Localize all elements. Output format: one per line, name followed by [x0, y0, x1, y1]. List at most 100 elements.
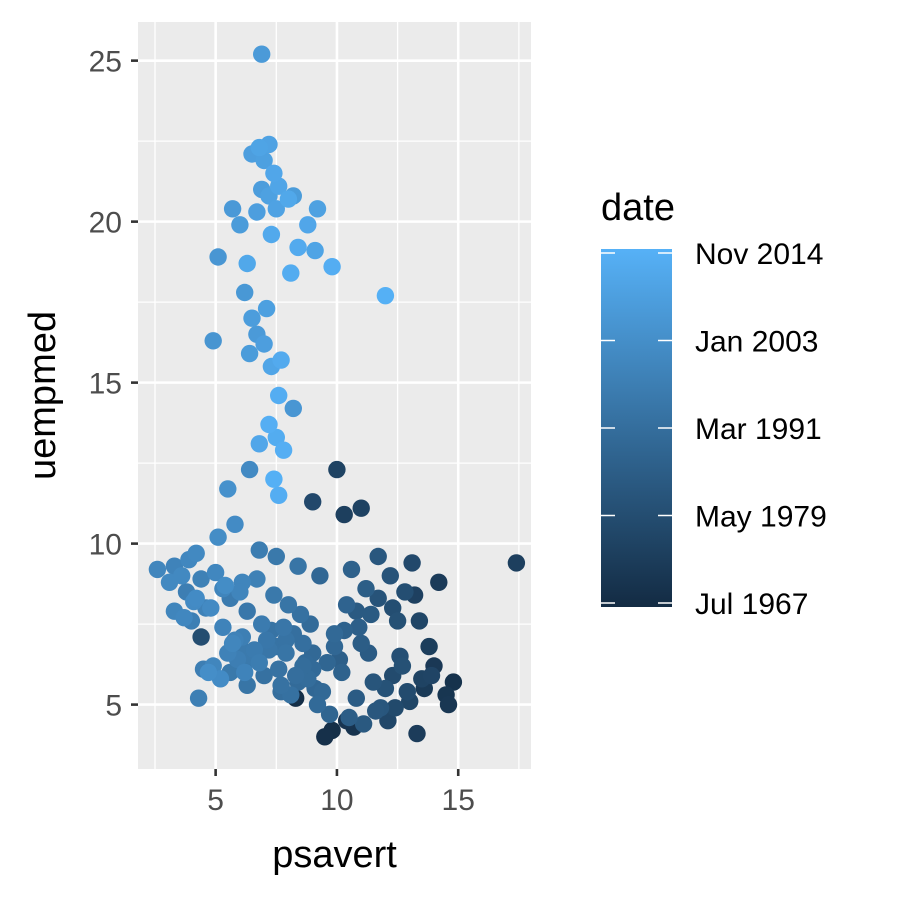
data-point	[223, 634, 242, 653]
data-points	[148, 45, 526, 746]
data-point	[335, 505, 353, 524]
data-point	[270, 660, 288, 678]
data-point	[270, 386, 288, 405]
data-point	[253, 615, 271, 633]
data-point	[311, 567, 329, 585]
data-point	[376, 287, 395, 305]
data-point	[444, 673, 463, 691]
y-axis-title: uempmed	[22, 311, 64, 480]
data-point	[393, 657, 412, 675]
colorbar-label: Jul 1967	[695, 588, 808, 621]
data-point	[267, 200, 285, 218]
data-point	[204, 332, 222, 350]
data-point	[306, 241, 324, 260]
data-point	[274, 441, 293, 459]
data-point	[277, 631, 295, 649]
data-point	[422, 666, 441, 685]
data-point	[238, 254, 256, 273]
data-point	[328, 460, 346, 479]
colorbar-label: Mar 1991	[695, 413, 822, 446]
y-tick-label: 20	[89, 207, 122, 240]
data-point	[240, 344, 259, 363]
data-point	[209, 248, 227, 266]
y-tick-label: 5	[105, 690, 122, 723]
data-point	[333, 663, 351, 682]
data-point	[304, 493, 322, 511]
data-point	[199, 663, 218, 682]
data-point	[238, 602, 256, 620]
data-point	[279, 190, 298, 208]
data-point	[408, 724, 426, 743]
x-tick-label: 10	[320, 784, 353, 817]
data-point	[272, 676, 290, 694]
data-point	[291, 605, 310, 624]
data-point	[216, 576, 234, 595]
data-point	[430, 573, 448, 591]
colorbar-label: May 1979	[695, 501, 827, 534]
data-point	[420, 637, 438, 656]
data-point	[325, 625, 344, 643]
colorbar-labels: Nov 2014 Jan 2003 Mar 1991 May 1979 Jul 1967	[695, 238, 827, 621]
data-point	[257, 631, 276, 649]
data-point	[320, 705, 339, 723]
data-point	[257, 299, 276, 318]
data-point	[325, 637, 344, 656]
data-point	[270, 486, 288, 504]
data-point	[250, 138, 268, 157]
data-point	[342, 560, 361, 579]
data-point	[265, 586, 283, 604]
data-point	[173, 567, 191, 585]
data-point	[287, 666, 305, 685]
data-point	[396, 583, 414, 601]
y-tick-label: 25	[89, 46, 122, 79]
data-point	[364, 673, 382, 691]
data-point	[223, 200, 242, 218]
data-point	[236, 283, 254, 302]
data-point	[289, 238, 307, 257]
data-point	[250, 654, 268, 672]
data-point	[410, 612, 429, 630]
x-tick-label: 15	[442, 784, 475, 817]
data-point	[209, 528, 227, 546]
data-point	[352, 634, 370, 653]
data-point	[265, 164, 283, 182]
data-point	[369, 589, 387, 607]
data-point	[367, 702, 385, 720]
data-point	[299, 216, 317, 234]
data-point	[379, 712, 397, 730]
data-point	[337, 596, 356, 614]
data-point	[318, 654, 336, 672]
data-point	[279, 596, 298, 614]
data-point	[352, 499, 370, 517]
y-tick-label: 15	[89, 368, 122, 401]
data-point	[277, 644, 295, 662]
x-tick-label: 5	[207, 784, 224, 817]
data-point	[240, 460, 259, 479]
data-point	[381, 567, 399, 585]
color-legend: date Nov 2014 Jan 2003 Mar 1991 May 1979 Jul…	[601, 187, 827, 621]
data-point	[187, 589, 205, 607]
y-axis: 5 10 15 20 25	[89, 46, 138, 723]
data-point	[231, 583, 249, 601]
data-point	[386, 699, 404, 717]
data-point	[289, 557, 307, 575]
data-point	[282, 264, 300, 282]
y-tick-label: 10	[89, 529, 122, 562]
data-point	[253, 45, 271, 63]
data-point	[248, 570, 266, 588]
data-point	[357, 580, 375, 598]
data-point	[226, 515, 244, 533]
data-point	[262, 225, 281, 244]
data-point	[238, 676, 256, 694]
data-point	[439, 695, 458, 714]
colorbar-ticks	[601, 252, 672, 604]
data-point	[350, 618, 368, 636]
data-point	[267, 428, 285, 447]
data-point	[507, 554, 526, 572]
data-point	[202, 599, 220, 617]
data-point	[369, 547, 387, 566]
data-point	[340, 708, 358, 727]
colorbar-label: Jan 2003	[695, 326, 818, 359]
data-point	[192, 628, 210, 646]
